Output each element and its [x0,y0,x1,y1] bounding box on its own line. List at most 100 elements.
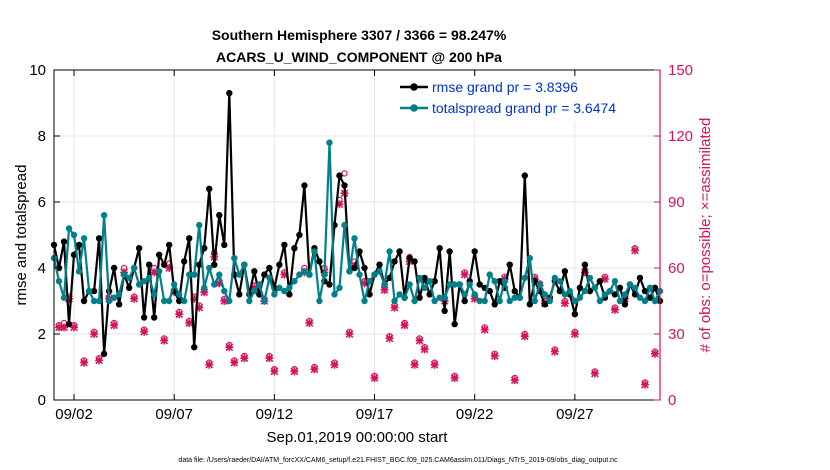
totalspread-point [186,271,193,278]
totalspread-point [306,271,313,278]
rmse-point [651,284,659,291]
rmse-point [576,284,584,291]
obs-possible-point [341,170,348,177]
rmse-point [296,231,303,239]
totalspread-point [296,271,303,278]
obs-assimilated-point [175,310,184,319]
rmse-point [301,182,308,189]
y2-tick-label: 150 [668,62,693,79]
rmse-point [581,261,589,268]
rmse-point [186,235,193,242]
rmse-point [176,297,183,305]
totalspread-point [216,271,223,278]
y-tick-label: 6 [38,194,46,211]
totalspread-point [521,274,528,282]
totalspread-point [351,235,358,242]
totalspread-point [251,287,258,295]
obs-assimilated-point [110,321,119,330]
rmse-point [60,238,68,245]
x-axis-label: Sep.01,2019 00:00:00 start [267,429,449,446]
obs-assimilated-point [520,332,529,341]
rmse-point [115,301,123,308]
totalspread-point [311,248,318,255]
y2-tick-label: 90 [668,194,685,211]
y-tick-label: 0 [38,392,46,409]
totalspread-point [471,291,478,298]
rmse-point [65,320,73,328]
obs-assimilated-point [345,330,354,338]
obs-assimilated-point [370,374,379,382]
obs-assimilated-point [400,321,409,330]
totalspread-point [135,281,143,288]
totalspread-point [381,281,388,288]
rmse-point [411,258,418,265]
totalspread-point [636,294,644,301]
rmse-point [160,261,168,268]
rmse-point [291,245,298,252]
totalspread-point [105,297,113,305]
totalspread-point [391,297,398,305]
totalspread-point [456,281,463,288]
rmse-point [521,172,528,179]
rmse-point [100,350,108,357]
totalspread-point [571,297,579,305]
totalspread-point [371,271,378,278]
rmse-point [496,278,503,285]
totalspread-point [551,274,559,282]
totalspread-point [516,294,523,301]
rmse-point [75,241,83,249]
rmse-point [95,235,103,242]
totalspread-point [361,297,368,305]
rmse-point [506,261,513,268]
obs-assimilated-point [610,305,619,314]
obs-assimilated-point [240,354,249,363]
totalspread-point [606,287,614,295]
totalspread-point [431,297,438,305]
totalspread-point [561,291,569,298]
totalspread-line [52,141,661,303]
rmse-point [155,251,163,258]
totalspread-point [496,297,503,305]
rmse-point [211,261,218,268]
totalspread-point [406,281,413,288]
rmse-point [236,291,243,298]
rmse-point [110,264,118,272]
totalspread-point [641,297,649,305]
totalspread-point [511,294,518,301]
rmse-point [80,297,88,305]
obs-assimilated-point [550,347,559,356]
totalspread-point [401,294,408,301]
totalspread-point [461,291,468,298]
rmse-point [361,264,368,272]
totalspread-point [196,221,203,229]
totalspread-point [586,274,594,282]
y-tick-label: 2 [38,326,46,343]
x-tick-label: 09/22 [456,406,494,423]
y-tick-label: 4 [38,260,46,277]
rmse-point [351,264,358,272]
rmse-point [556,287,564,295]
y2-axis-label: # of obs: o=possible; ×=assimilated [697,118,714,353]
rmse-point [611,291,619,298]
totalspread-point [181,297,188,305]
rmse-point [596,278,604,285]
rmse-point [391,258,398,265]
totalspread-point [556,278,564,285]
totalspread-point [591,284,599,291]
rmse-point [286,291,293,298]
legend-box [396,76,652,122]
totalspread-point [130,264,138,272]
totalspread-point [331,291,338,298]
totalspread-point [651,297,659,305]
rmse-point [341,182,348,189]
obs-assimilated-point [460,270,469,279]
chart-title: Southern Hemisphere 3307 / 3366 = 98.247… [212,27,507,43]
totalspread-point [611,278,619,285]
totalspread-point [75,268,83,275]
totalspread-point [366,278,373,285]
obs-assimilated-point [185,319,194,327]
totalspread-point [261,297,268,305]
rmse-point [266,264,273,272]
totalspread-point [621,291,629,298]
data-file-footnote: data file: /Users/raeder/DAI/ATM_forcXX/… [178,457,618,464]
